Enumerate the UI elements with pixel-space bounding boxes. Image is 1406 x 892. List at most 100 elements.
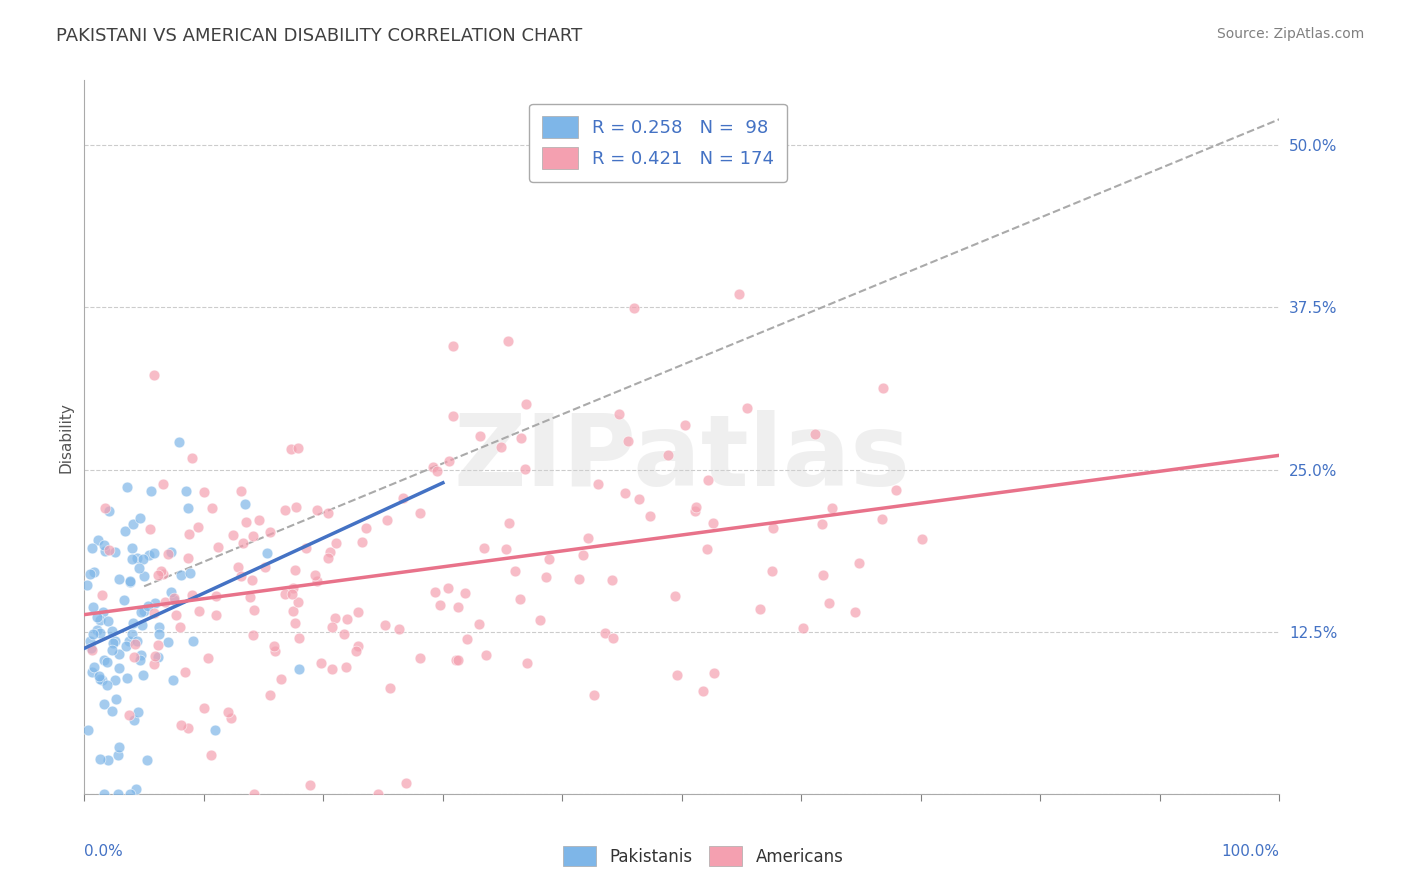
Point <box>516 657 538 671</box>
Point <box>167 434 190 449</box>
Point <box>143 596 166 610</box>
Point <box>515 397 537 411</box>
Point <box>242 528 264 542</box>
Point <box>170 717 193 731</box>
Point <box>810 516 832 531</box>
Point <box>470 429 492 443</box>
Point <box>89 613 111 627</box>
Point <box>129 653 152 667</box>
Point <box>165 607 187 622</box>
Point <box>447 653 470 667</box>
Point <box>146 638 169 652</box>
Point <box>207 541 229 555</box>
Point <box>181 450 204 465</box>
Point <box>572 548 595 562</box>
Point <box>247 513 270 527</box>
Point <box>94 501 117 516</box>
Point <box>128 561 150 575</box>
Point <box>235 515 257 529</box>
Point <box>80 541 103 555</box>
Point <box>205 590 228 604</box>
Point <box>132 552 155 566</box>
Point <box>97 753 120 767</box>
Point <box>441 409 464 423</box>
Point <box>437 454 460 468</box>
Point <box>139 522 162 536</box>
Point <box>125 782 148 797</box>
Point <box>702 516 724 531</box>
Point <box>911 532 934 546</box>
Point <box>87 533 110 547</box>
Point <box>600 573 623 587</box>
Point <box>157 547 180 561</box>
Text: 0.0%: 0.0% <box>84 844 124 859</box>
Point <box>657 448 679 462</box>
Point <box>792 621 814 635</box>
Point <box>107 572 129 586</box>
Point <box>160 584 183 599</box>
Point <box>107 747 129 762</box>
Point <box>101 624 124 638</box>
Point <box>180 588 202 602</box>
Point <box>152 566 174 581</box>
Point <box>193 485 215 500</box>
Point <box>205 607 228 622</box>
Point <box>82 627 104 641</box>
Point <box>429 599 451 613</box>
Point <box>125 634 148 648</box>
Point <box>107 787 129 801</box>
Point <box>231 484 253 499</box>
Point <box>163 591 186 605</box>
Point <box>129 648 152 662</box>
Point <box>259 525 281 540</box>
Point <box>811 568 834 582</box>
Point <box>259 688 281 702</box>
Point <box>375 513 398 527</box>
Point <box>131 617 153 632</box>
Point <box>146 567 169 582</box>
Point <box>115 480 138 494</box>
Text: Source: ZipAtlas.com: Source: ZipAtlas.com <box>1216 27 1364 41</box>
Point <box>142 657 165 671</box>
Point <box>188 604 211 618</box>
Point <box>96 678 118 692</box>
Point <box>388 622 411 636</box>
Point <box>284 616 307 631</box>
Point <box>177 500 200 515</box>
Point <box>254 560 277 574</box>
Point <box>143 648 166 663</box>
Point <box>409 506 432 520</box>
Point <box>437 582 460 596</box>
Point <box>332 627 354 641</box>
Point <box>93 697 115 711</box>
Point <box>628 491 651 506</box>
Point <box>79 567 101 582</box>
Point <box>170 568 193 582</box>
Point <box>316 551 339 566</box>
Legend: R = 0.258   N =  98, R = 0.421   N = 174: R = 0.258 N = 98, R = 0.421 N = 174 <box>529 103 787 182</box>
Point <box>76 578 98 592</box>
Point <box>89 626 111 640</box>
Point <box>122 615 145 630</box>
Point <box>233 497 256 511</box>
Point <box>79 634 101 648</box>
Point <box>121 551 143 566</box>
Point <box>243 787 266 801</box>
Point <box>441 339 464 353</box>
Point <box>226 559 249 574</box>
Point <box>177 721 200 735</box>
Point <box>309 656 332 670</box>
Point <box>394 776 416 790</box>
Point <box>127 705 149 719</box>
Point <box>762 520 785 534</box>
Point <box>870 512 893 526</box>
Point <box>108 740 131 755</box>
Point <box>280 442 302 456</box>
Text: ZIPatlas: ZIPatlas <box>454 410 910 507</box>
Point <box>495 542 517 557</box>
Point <box>138 548 160 562</box>
Point <box>256 546 278 560</box>
Point <box>335 660 357 674</box>
Point <box>304 567 326 582</box>
Point <box>80 665 103 679</box>
